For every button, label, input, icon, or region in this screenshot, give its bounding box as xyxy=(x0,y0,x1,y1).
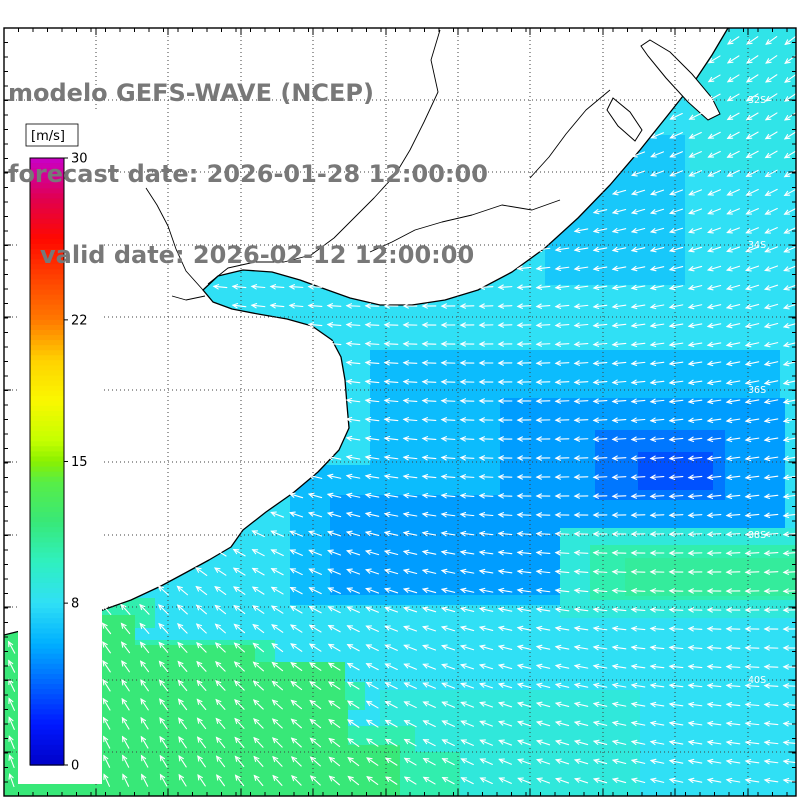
svg-text:0: 0 xyxy=(71,759,79,774)
svg-text:8: 8 xyxy=(71,597,79,612)
forecast-date-label: forecast date: 2026-01-28 12:00:00 xyxy=(8,160,488,188)
svg-text:38S: 38S xyxy=(748,530,766,541)
svg-text:34S: 34S xyxy=(748,240,766,251)
svg-text:[m/s]: [m/s] xyxy=(31,129,65,144)
svg-text:36S: 36S xyxy=(748,385,766,396)
svg-text:15: 15 xyxy=(71,455,88,470)
model-title: modelo GEFS-WAVE (NCEP) xyxy=(8,79,374,107)
svg-text:32S: 32S xyxy=(748,95,766,106)
svg-text:30: 30 xyxy=(71,152,88,167)
svg-text:40S: 40S xyxy=(748,675,766,686)
valid-date-label: valid date: 2026-02-12 12:00:00 xyxy=(40,241,475,269)
chart-title-block: modelo GEFS-WAVE (NCEP) forecast date: 2… xyxy=(8,26,488,323)
svg-text:22: 22 xyxy=(71,313,88,328)
